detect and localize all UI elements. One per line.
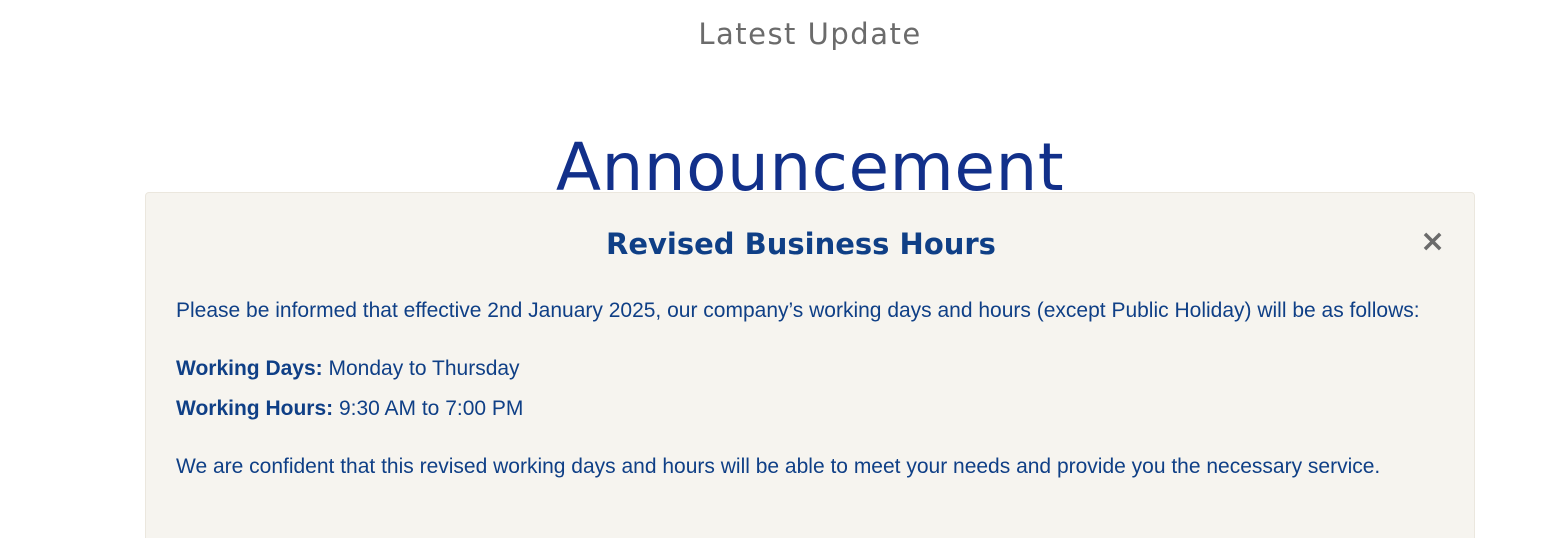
notice-body: Please be informed that effective 2nd Ja…	[176, 291, 1446, 487]
announcement-notice: Revised Business Hours × Please be infor…	[145, 192, 1475, 538]
working-days-value: Monday to Thursday	[328, 357, 520, 380]
working-hours-label: Working Hours:	[176, 397, 334, 420]
working-days-label: Working Days:	[176, 357, 323, 380]
notice-closing: We are confident that this revised worki…	[176, 455, 1381, 478]
working-hours-value: 9:30 AM to 7:00 PM	[338, 397, 524, 420]
section-eyebrow: Latest Update	[698, 17, 922, 51]
close-icon[interactable]: ×	[1420, 224, 1446, 259]
business-hours: Working Days: Monday to Thursday Working…	[176, 349, 1446, 429]
notice-intro: Please be informed that effective 2nd Ja…	[176, 299, 1420, 322]
notice-title: Revised Business Hours	[606, 227, 996, 261]
